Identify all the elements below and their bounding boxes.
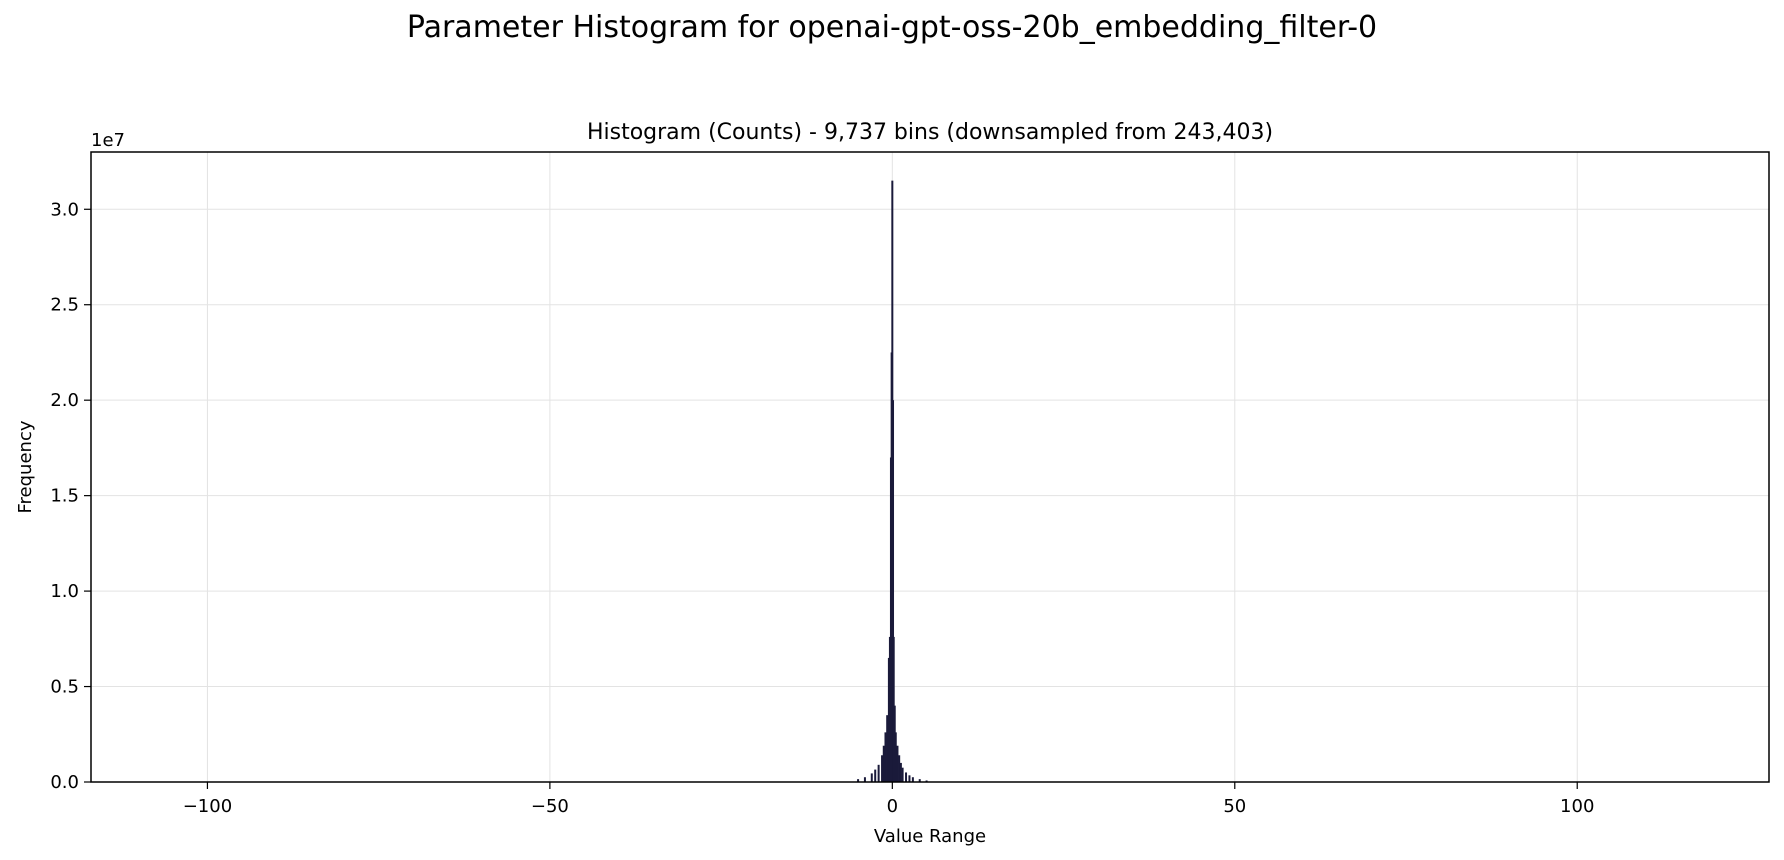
grid-lines — [91, 152, 1769, 783]
y-axis-ticks: 0.0 0.5 1.0 1.5 2.0 2.5 3.0 — [50, 199, 91, 793]
histogram-bar — [896, 745, 899, 782]
histogram-bar — [905, 772, 908, 782]
y-tick-label: 1.0 — [50, 581, 79, 602]
chart-title: Histogram (Counts) - 9,737 bins (downsam… — [587, 120, 1273, 145]
y-tick-label: 0.0 — [50, 772, 79, 793]
y-tick-label: 3.0 — [50, 199, 79, 220]
histogram-bar — [886, 715, 889, 782]
histogram-bar — [892, 400, 895, 782]
histogram-bar — [892, 636, 895, 782]
x-axis-ticks: −100 −50 0 50 100 — [183, 782, 1594, 817]
x-tick-label: −100 — [183, 796, 232, 817]
histogram-bar — [925, 780, 928, 782]
histogram-bar — [857, 779, 860, 782]
y-tick-label: 2.5 — [50, 295, 79, 316]
histogram-bar — [898, 755, 901, 782]
histogram-bar — [888, 636, 891, 782]
histogram-bar — [894, 732, 897, 782]
histogram-bar — [881, 755, 884, 782]
histogram-bar — [908, 775, 911, 782]
histogram-bar — [863, 777, 866, 782]
y-axis-offset-label: 1e7 — [91, 130, 125, 151]
histogram-bar — [882, 745, 885, 782]
histogram-bar — [870, 773, 873, 782]
y-tick-label: 0.5 — [50, 677, 79, 698]
y-axis-label: Frequency — [15, 420, 36, 513]
histogram-bar — [887, 657, 890, 782]
histogram-bar — [918, 779, 921, 782]
histogram-bar — [893, 705, 896, 782]
y-tick-label: 1.5 — [50, 486, 79, 507]
histogram-bar — [884, 732, 887, 782]
histogram-bars — [857, 180, 928, 783]
histogram-bar — [901, 767, 904, 782]
histogram-bar — [874, 769, 877, 782]
x-tick-label: −50 — [531, 796, 569, 817]
y-tick-label: 2.0 — [50, 390, 79, 411]
x-tick-label: 50 — [1223, 796, 1246, 817]
histogram-bar — [899, 762, 902, 782]
axes-frame — [90, 151, 1770, 783]
histogram-bar — [911, 777, 914, 782]
x-tick-label: 0 — [887, 796, 898, 817]
histogram-bar — [877, 764, 880, 782]
figure-title: Parameter Histogram for openai-gpt-oss-2… — [406, 10, 1378, 45]
x-axis-label: Value Range — [874, 826, 986, 847]
x-tick-label: 100 — [1560, 796, 1594, 817]
